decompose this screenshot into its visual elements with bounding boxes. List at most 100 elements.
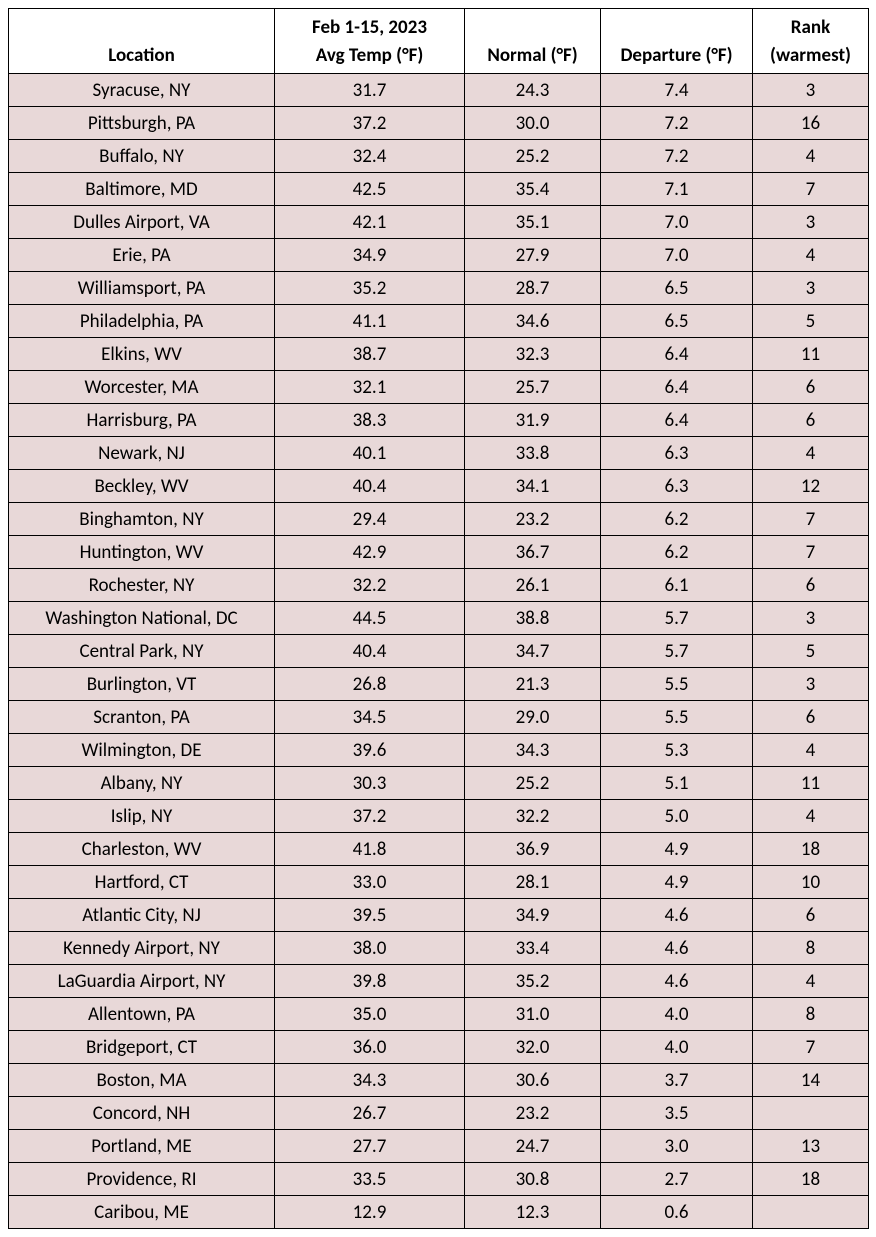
cell-rank: 5 xyxy=(753,635,869,668)
cell-avg: 33.5 xyxy=(275,1163,465,1196)
table-row: Harrisburg, PA38.331.96.46 xyxy=(9,404,869,437)
cell-normal: 32.2 xyxy=(465,800,601,833)
cell-departure: 5.3 xyxy=(601,734,753,767)
cell-location: Pittsburgh, PA xyxy=(9,107,275,140)
cell-rank: 4 xyxy=(753,437,869,470)
cell-rank: 4 xyxy=(753,800,869,833)
cell-normal: 35.1 xyxy=(465,206,601,239)
cell-departure: 7.0 xyxy=(601,239,753,272)
cell-avg: 34.5 xyxy=(275,701,465,734)
cell-avg: 44.5 xyxy=(275,602,465,635)
cell-normal: 36.7 xyxy=(465,536,601,569)
table-row: Erie, PA34.927.97.04 xyxy=(9,239,869,272)
cell-avg: 32.4 xyxy=(275,140,465,173)
cell-avg: 33.0 xyxy=(275,866,465,899)
table-row: Kennedy Airport, NY38.033.44.68 xyxy=(9,932,869,965)
cell-avg: 37.2 xyxy=(275,800,465,833)
col-header-normal-top xyxy=(465,9,601,40)
cell-avg: 27.7 xyxy=(275,1130,465,1163)
cell-location: Huntington, WV xyxy=(9,536,275,569)
table-body: Syracuse, NY31.724.37.43Pittsburgh, PA37… xyxy=(9,74,869,1229)
col-header-rank: (warmest) xyxy=(753,39,869,74)
cell-avg: 40.4 xyxy=(275,470,465,503)
col-header-location-top xyxy=(9,9,275,40)
cell-normal: 24.3 xyxy=(465,74,601,107)
cell-avg: 42.1 xyxy=(275,206,465,239)
cell-location: Islip, NY xyxy=(9,800,275,833)
cell-location: Washington National, DC xyxy=(9,602,275,635)
cell-rank: 4 xyxy=(753,734,869,767)
cell-departure: 5.0 xyxy=(601,800,753,833)
table-row: Syracuse, NY31.724.37.43 xyxy=(9,74,869,107)
cell-avg: 42.9 xyxy=(275,536,465,569)
table-row: Dulles Airport, VA42.135.17.03 xyxy=(9,206,869,239)
table-row: Huntington, WV42.936.76.27 xyxy=(9,536,869,569)
cell-avg: 26.7 xyxy=(275,1097,465,1130)
cell-normal: 28.7 xyxy=(465,272,601,305)
cell-location: Scranton, PA xyxy=(9,701,275,734)
cell-avg: 39.8 xyxy=(275,965,465,998)
cell-avg: 34.3 xyxy=(275,1064,465,1097)
temperature-table: Feb 1-15, 2023 Rank Location Avg Temp (°… xyxy=(8,8,869,1229)
cell-rank: 3 xyxy=(753,74,869,107)
cell-departure: 3.7 xyxy=(601,1064,753,1097)
cell-departure: 6.4 xyxy=(601,338,753,371)
cell-location: Charleston, WV xyxy=(9,833,275,866)
cell-rank: 3 xyxy=(753,272,869,305)
cell-departure: 0.6 xyxy=(601,1196,753,1229)
cell-normal: 27.9 xyxy=(465,239,601,272)
cell-avg: 32.2 xyxy=(275,569,465,602)
col-header-normal: Normal (°F) xyxy=(465,39,601,74)
cell-normal: 24.7 xyxy=(465,1130,601,1163)
cell-departure: 7.2 xyxy=(601,140,753,173)
cell-rank: 3 xyxy=(753,668,869,701)
cell-avg: 12.9 xyxy=(275,1196,465,1229)
cell-location: Worcester, MA xyxy=(9,371,275,404)
table-row: Elkins, WV38.732.36.411 xyxy=(9,338,869,371)
cell-location: Providence, RI xyxy=(9,1163,275,1196)
cell-departure: 6.3 xyxy=(601,470,753,503)
col-header-location: Location xyxy=(9,39,275,74)
cell-normal: 25.2 xyxy=(465,140,601,173)
cell-rank: 16 xyxy=(753,107,869,140)
cell-departure: 4.6 xyxy=(601,965,753,998)
cell-avg: 35.0 xyxy=(275,998,465,1031)
cell-normal: 34.7 xyxy=(465,635,601,668)
cell-location: Portland, ME xyxy=(9,1130,275,1163)
cell-normal: 31.0 xyxy=(465,998,601,1031)
cell-rank: 11 xyxy=(753,338,869,371)
cell-rank: 4 xyxy=(753,140,869,173)
cell-rank xyxy=(753,1097,869,1130)
cell-avg: 35.2 xyxy=(275,272,465,305)
cell-location: Caribou, ME xyxy=(9,1196,275,1229)
cell-location: Albany, NY xyxy=(9,767,275,800)
table-row: Albany, NY30.325.25.111 xyxy=(9,767,869,800)
cell-rank: 4 xyxy=(753,239,869,272)
cell-normal: 30.0 xyxy=(465,107,601,140)
cell-normal: 34.9 xyxy=(465,899,601,932)
cell-avg: 26.8 xyxy=(275,668,465,701)
cell-avg: 40.1 xyxy=(275,437,465,470)
col-header-rank-top: Rank xyxy=(753,9,869,40)
cell-rank: 7 xyxy=(753,536,869,569)
cell-rank: 12 xyxy=(753,470,869,503)
cell-avg: 37.2 xyxy=(275,107,465,140)
cell-normal: 21.3 xyxy=(465,668,601,701)
cell-rank: 4 xyxy=(753,965,869,998)
col-header-avgtemp: Avg Temp (°F) xyxy=(275,39,465,74)
cell-normal: 34.6 xyxy=(465,305,601,338)
cell-location: Buffalo, NY xyxy=(9,140,275,173)
col-header-avgtemp-top: Feb 1-15, 2023 xyxy=(275,9,465,40)
cell-normal: 26.1 xyxy=(465,569,601,602)
cell-location: Allentown, PA xyxy=(9,998,275,1031)
cell-departure: 6.1 xyxy=(601,569,753,602)
table-row: Binghamton, NY29.423.26.27 xyxy=(9,503,869,536)
cell-rank: 7 xyxy=(753,503,869,536)
cell-normal: 32.0 xyxy=(465,1031,601,1064)
cell-location: Beckley, WV xyxy=(9,470,275,503)
cell-normal: 35.2 xyxy=(465,965,601,998)
table-row: Charleston, WV41.836.94.918 xyxy=(9,833,869,866)
cell-departure: 6.3 xyxy=(601,437,753,470)
table-row: Concord, NH26.723.23.5 xyxy=(9,1097,869,1130)
cell-departure: 6.5 xyxy=(601,272,753,305)
